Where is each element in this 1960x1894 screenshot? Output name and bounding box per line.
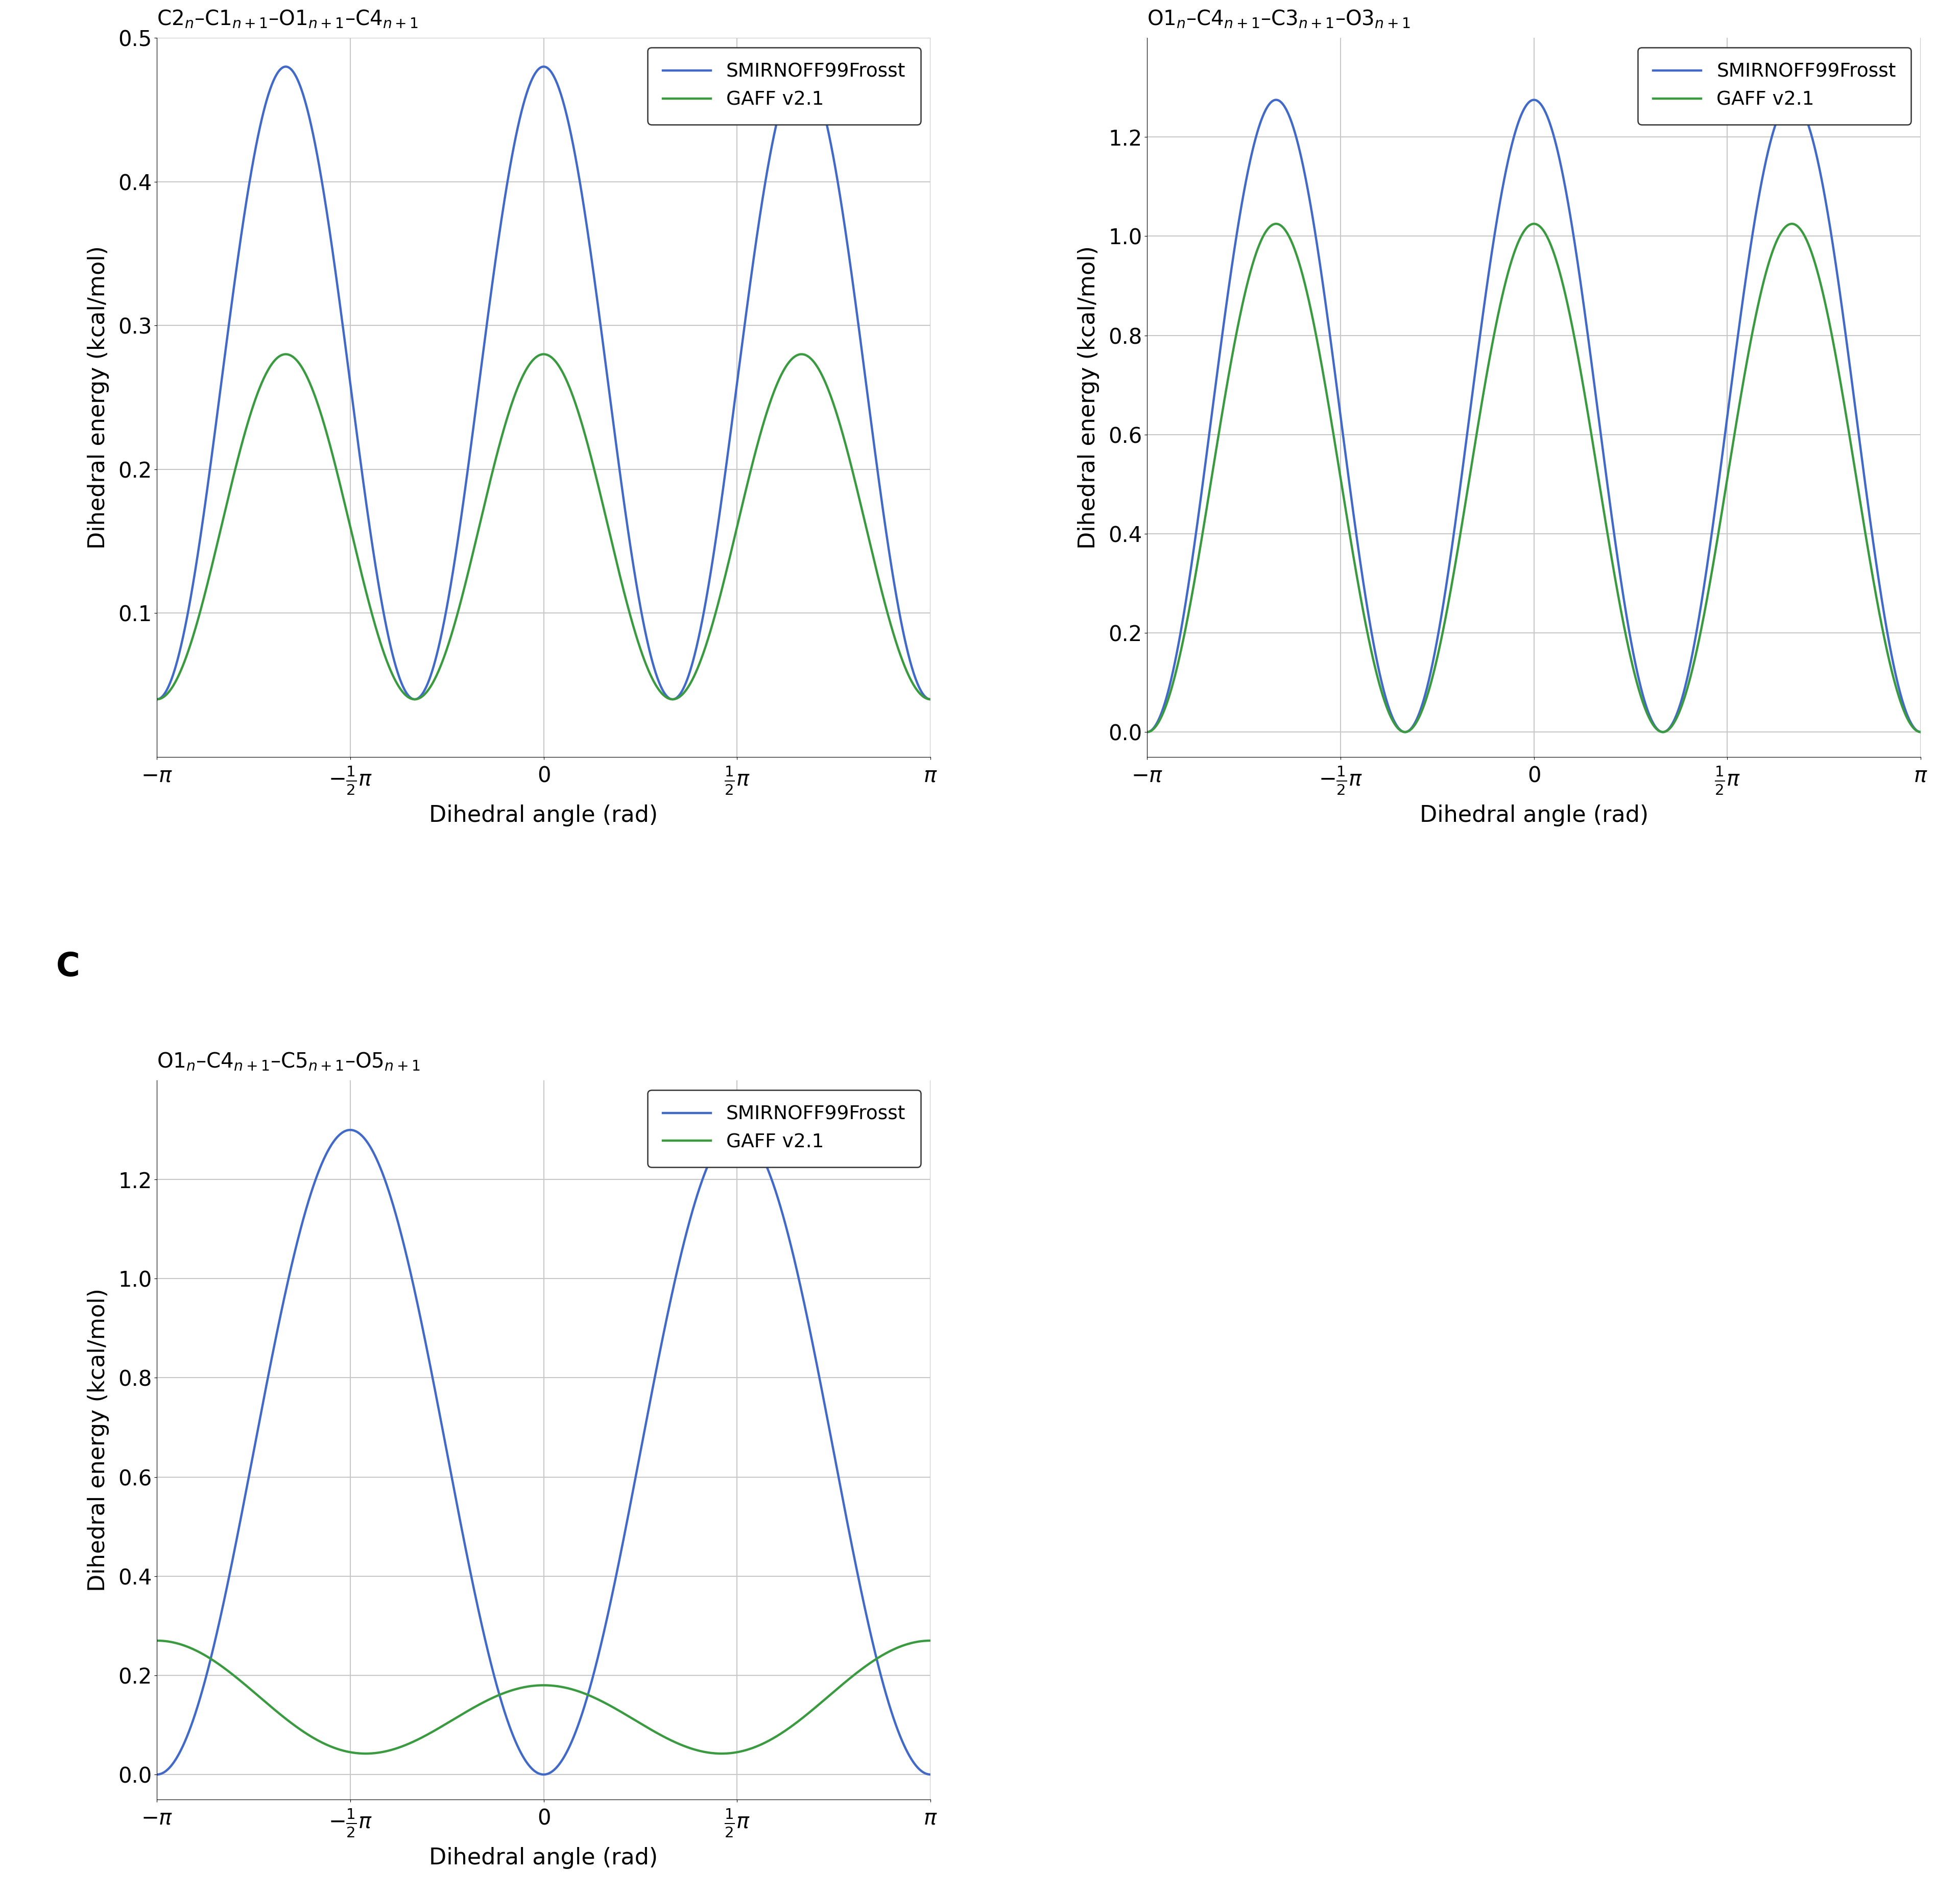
SMIRNOFF99Frosst <box>1264 89 1288 112</box>
GAFF v2.1 <box>1223 328 1247 350</box>
Line: GAFF v2.1: GAFF v2.1 <box>157 1640 931 1754</box>
SMIRNOFF99Frosst <box>145 688 169 710</box>
X-axis label: Dihedral angle (rad): Dihedral angle (rad) <box>429 805 659 826</box>
GAFF v2.1 <box>821 388 845 411</box>
Line: SMIRNOFF99Frosst: SMIRNOFF99Frosst <box>157 66 931 699</box>
SMIRNOFF99Frosst <box>919 688 943 710</box>
Text: C: C <box>57 951 80 983</box>
Y-axis label: Dihedral energy (kcal/mol): Dihedral energy (kcal/mol) <box>88 246 110 549</box>
SMIRNOFF99Frosst <box>1893 701 1917 724</box>
GAFF v2.1 <box>1270 214 1294 237</box>
SMIRNOFF99Frosst <box>476 309 500 331</box>
SMIRNOFF99Frosst <box>280 59 304 81</box>
GAFF v2.1 <box>280 345 304 367</box>
GAFF v2.1 <box>1811 280 1835 303</box>
SMIRNOFF99Frosst <box>904 1754 927 1777</box>
Y-axis label: Dihedral energy (kcal/mol): Dihedral energy (kcal/mol) <box>88 1288 110 1591</box>
SMIRNOFF99Frosst <box>919 1763 943 1786</box>
SMIRNOFF99Frosst <box>725 1119 749 1142</box>
GAFF v2.1 <box>1433 614 1456 636</box>
SMIRNOFF99Frosst <box>233 199 257 222</box>
Text: O1$_n$–C4$_{n+1}$–C5$_{n+1}$–O5$_{n+1}$: O1$_n$–C4$_{n+1}$–C5$_{n+1}$–O5$_{n+1}$ <box>157 1051 419 1072</box>
Line: SMIRNOFF99Frosst: SMIRNOFF99Frosst <box>1147 100 1921 733</box>
GAFF v2.1 <box>919 1629 943 1652</box>
GAFF v2.1 <box>476 481 500 504</box>
SMIRNOFF99Frosst <box>1135 722 1158 744</box>
SMIRNOFF99Frosst <box>821 1432 845 1455</box>
SMIRNOFF99Frosst <box>278 1258 302 1280</box>
GAFF v2.1 <box>274 343 298 366</box>
GAFF v2.1 <box>919 688 943 710</box>
Text: O1$_n$–C4$_{n+1}$–C3$_{n+1}$–O3$_{n+1}$: O1$_n$–C4$_{n+1}$–C3$_{n+1}$–O3$_{n+1}$ <box>1147 8 1411 30</box>
SMIRNOFF99Frosst <box>441 555 465 578</box>
GAFF v2.1 <box>904 1631 927 1653</box>
SMIRNOFF99Frosst <box>145 1763 169 1786</box>
Line: GAFF v2.1: GAFF v2.1 <box>1147 223 1921 733</box>
GAFF v2.1 <box>233 420 257 443</box>
X-axis label: Dihedral angle (rad): Dihedral angle (rad) <box>1419 805 1648 826</box>
GAFF v2.1 <box>145 1629 169 1652</box>
Y-axis label: Dihedral energy (kcal/mol): Dihedral energy (kcal/mol) <box>1078 246 1100 549</box>
Text: C1$_n$–O1$_n$–C4$_{n+1}$–C3$_{n+1}$
C1$_n$–O1$_n$–C4$_{n+1}$–C5$_{n+1}$
C2$_n$–C: C1$_n$–O1$_n$–C4$_{n+1}$–C3$_{n+1}$ C1$_… <box>157 0 417 30</box>
Legend: SMIRNOFF99Frosst, GAFF v2.1: SMIRNOFF99Frosst, GAFF v2.1 <box>647 47 921 125</box>
SMIRNOFF99Frosst <box>233 1485 257 1508</box>
GAFF v2.1 <box>476 1689 500 1712</box>
GAFF v2.1 <box>355 1742 378 1765</box>
GAFF v2.1 <box>145 688 169 710</box>
GAFF v2.1 <box>1264 212 1288 235</box>
SMIRNOFF99Frosst <box>274 55 298 78</box>
GAFF v2.1 <box>441 1708 465 1731</box>
GAFF v2.1 <box>904 676 927 699</box>
Line: SMIRNOFF99Frosst: SMIRNOFF99Frosst <box>157 1131 931 1775</box>
SMIRNOFF99Frosst <box>1433 589 1456 612</box>
GAFF v2.1 <box>1893 705 1917 727</box>
SMIRNOFF99Frosst <box>821 140 845 163</box>
GAFF v2.1 <box>441 616 465 638</box>
SMIRNOFF99Frosst <box>1909 722 1933 744</box>
GAFF v2.1 <box>1135 722 1158 744</box>
SMIRNOFF99Frosst <box>904 667 927 689</box>
GAFF v2.1 <box>1909 722 1933 744</box>
X-axis label: Dihedral angle (rad): Dihedral angle (rad) <box>429 1847 659 1869</box>
SMIRNOFF99Frosst <box>474 1636 498 1659</box>
SMIRNOFF99Frosst <box>1270 91 1294 114</box>
SMIRNOFF99Frosst <box>1223 231 1247 254</box>
Line: GAFF v2.1: GAFF v2.1 <box>157 354 931 699</box>
GAFF v2.1 <box>821 1682 845 1705</box>
GAFF v2.1 <box>278 1712 302 1735</box>
GAFF v2.1 <box>233 1672 257 1695</box>
Legend: SMIRNOFF99Frosst, GAFF v2.1: SMIRNOFF99Frosst, GAFF v2.1 <box>1639 47 1911 125</box>
GAFF v2.1 <box>1466 417 1490 439</box>
Legend: SMIRNOFF99Frosst, GAFF v2.1: SMIRNOFF99Frosst, GAFF v2.1 <box>647 1089 921 1167</box>
SMIRNOFF99Frosst <box>1466 343 1490 366</box>
SMIRNOFF99Frosst <box>1811 172 1835 195</box>
SMIRNOFF99Frosst <box>441 1475 465 1498</box>
